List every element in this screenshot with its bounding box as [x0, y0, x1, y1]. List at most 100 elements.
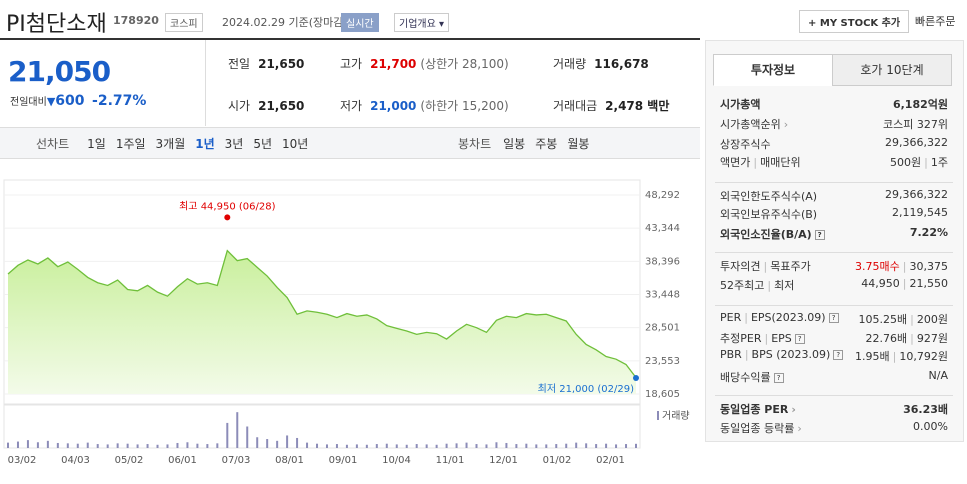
volume-bar [286, 435, 289, 448]
info-row: 동일업종 등락률 › 0.00% [720, 420, 948, 436]
volume-bar [485, 444, 488, 448]
volume-bar [535, 444, 538, 448]
separator: | [892, 350, 897, 363]
stat-value: 2,478 백만 [605, 99, 670, 113]
value-part: 44,950 [861, 277, 900, 290]
label-part: 목표주가 [770, 260, 811, 273]
info-row: 시가총액순위 › 코스피 327위 [720, 116, 948, 132]
period-tab[interactable]: 1주일 [115, 137, 146, 151]
change-label: 전일대비 [10, 97, 47, 108]
value-part: 105.25배 [858, 313, 908, 326]
stock-name: PI첨단소재 [6, 12, 107, 37]
volume-bar [216, 443, 219, 448]
x-tick-label: 12/01 [489, 455, 518, 466]
divider [0, 38, 700, 40]
label-part: 동일업종 PER [720, 403, 789, 416]
info-label: 동일업종 등락률 › [720, 420, 802, 436]
quick-order[interactable]: 빠른주문 [915, 15, 956, 28]
label-part: PER [720, 311, 742, 324]
value-part: 2,119,545 [892, 206, 948, 219]
realtime-badge[interactable]: 실시간 [341, 13, 379, 32]
info-panel [705, 40, 964, 442]
volume-bar [505, 442, 508, 448]
period-tab[interactable]: 5년 [253, 137, 273, 151]
candle-tab[interactable]: 월봉 [567, 137, 590, 151]
x-tick-label: 04/03 [61, 455, 90, 466]
volume-bar [515, 444, 518, 448]
volume-label: 거래량 [662, 410, 690, 422]
stat-limit: (하한가 15,200) [420, 99, 509, 113]
separator: | [910, 313, 914, 326]
info-value: 500원 | 1주 [890, 154, 948, 170]
info-row: 외국인보유주식수(B) 2,119,545 [720, 206, 948, 222]
value-part: 30,375 [909, 260, 949, 273]
info-label: 52주최고 | 최저 [720, 277, 794, 293]
value-part: 500원 [890, 156, 922, 169]
info-value: 105.25배 | 200원 [859, 311, 948, 327]
period-tab[interactable]: 3년 [224, 137, 244, 151]
mystock-button[interactable]: + MY STOCK 추가 [799, 10, 910, 33]
x-tick-label: 06/01 [168, 455, 197, 466]
change-rate: -2.77% [92, 93, 147, 109]
volume-bar [525, 443, 528, 448]
info-row: 추정PER | EPS? 22.76배 | 927원 [720, 330, 948, 346]
info-value: 7.22% [910, 226, 948, 242]
value-part: N/A [928, 369, 948, 382]
x-tick-label: 07/03 [222, 455, 251, 466]
info-label: 투자의견 | 목표주가 [720, 258, 811, 274]
separator: | [763, 260, 768, 273]
volume-bar [405, 444, 408, 448]
volume-bar [116, 443, 119, 448]
info-label: 동일업종 PER › [720, 401, 796, 417]
volume-bar [306, 442, 309, 448]
area [8, 250, 636, 394]
help-icon: ? [794, 334, 805, 344]
tab-label: 선차트 [36, 137, 70, 151]
volume-bar [335, 444, 338, 448]
separator: | [902, 277, 907, 290]
info-label: 외국인보유주식수(B) [720, 206, 817, 222]
volume-bar [316, 443, 319, 448]
info-row: PBR | BPS (2023.09)? 1.95배 | 10,792원 [720, 348, 948, 364]
section-divider [715, 305, 953, 306]
candle-tab[interactable]: 일봉 [503, 137, 526, 151]
value-part: 21,550 [909, 277, 949, 290]
volume-bar [455, 443, 458, 448]
period-tab[interactable]: 10년 [282, 137, 309, 151]
x-tick-label: 11/01 [436, 455, 465, 466]
stat: 시가 21,650 [228, 97, 304, 114]
info-label: 시가총액 [720, 96, 760, 112]
info-label: 외국인한도주식수(A) [720, 188, 817, 204]
volume-bar [345, 444, 348, 448]
overview-dropdown[interactable]: 기업개요 ▾ [394, 13, 450, 32]
stat-value: 21,650 [258, 57, 305, 71]
panel-tab[interactable]: 호가 10단계 [832, 54, 952, 86]
volume-bar [475, 444, 478, 448]
y-tick-label: 33,448 [645, 290, 680, 301]
mystock: MY STOCK 추가 [819, 18, 901, 29]
info-label: 배당수익률? [720, 369, 784, 385]
panel-tab[interactable]: 투자정보 [713, 54, 833, 86]
period-tab[interactable]: 1일 [87, 137, 106, 151]
x-tick-label: 03/02 [8, 455, 37, 466]
value-part: 29,366,322 [885, 136, 948, 149]
stat-value: 21,650 [258, 99, 305, 113]
low-marker [633, 374, 639, 381]
value-part: 36.23배 [903, 403, 948, 416]
y-tick-label: 38,396 [645, 256, 680, 267]
period-tab[interactable]: 3개월 [155, 137, 186, 151]
value-part: 3.75매수 [855, 260, 900, 273]
volume-bar [196, 443, 199, 448]
stat-label: 저가 [340, 99, 363, 113]
label-part: 외국인한도주식수(A) [720, 190, 818, 203]
candle-tabs: 봉차트 일봉 주봉 월봉 [458, 135, 599, 152]
volume-bar [206, 444, 209, 448]
volume-bar [365, 444, 368, 448]
period-tab[interactable]: 1년 [195, 137, 215, 151]
low-label: 최저 21,000 (02/29) [538, 383, 634, 395]
candle-tab[interactable]: 주봉 [535, 137, 558, 151]
section-divider [715, 252, 953, 253]
stat: 전일 21,650 [228, 55, 304, 72]
value-part: 927원 [916, 332, 948, 345]
